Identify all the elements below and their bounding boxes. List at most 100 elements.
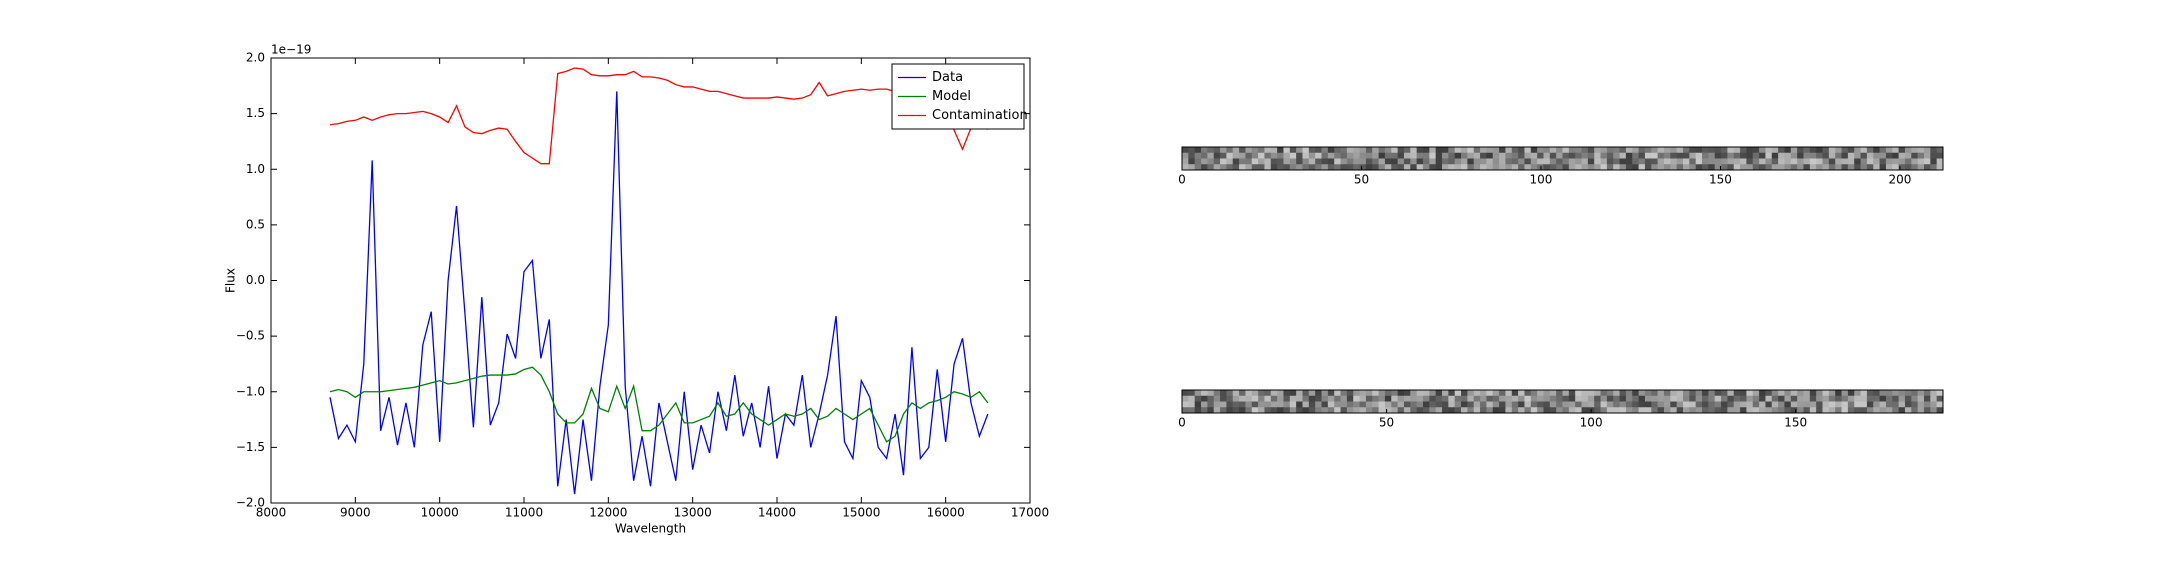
pixel	[1721, 158, 1728, 165]
pixel	[1537, 158, 1544, 165]
pixel	[1784, 152, 1792, 159]
pixel	[1194, 147, 1202, 154]
pixel	[1505, 152, 1513, 159]
pixel	[1600, 152, 1608, 159]
pixel	[1663, 158, 1671, 165]
pixel	[1188, 401, 1196, 408]
pixel	[1904, 407, 1912, 414]
pixel	[1245, 390, 1253, 397]
pixel	[1315, 147, 1323, 154]
pixel	[1904, 390, 1912, 397]
pixel	[1778, 407, 1785, 414]
pixel	[1422, 395, 1430, 402]
pixel	[1226, 407, 1234, 414]
pixel	[1201, 395, 1208, 402]
pixel	[1188, 407, 1196, 414]
pixel	[1378, 147, 1386, 154]
pixel	[1695, 395, 1703, 402]
pixel	[1340, 395, 1348, 402]
pixel	[1505, 158, 1513, 165]
pixel	[1480, 158, 1487, 165]
pixel	[1340, 401, 1348, 408]
pixel	[1575, 158, 1583, 165]
pixel	[1410, 390, 1418, 397]
pixel	[1714, 395, 1722, 402]
pixel	[1277, 158, 1284, 165]
x-tick-label: 15000	[842, 506, 880, 520]
pixel	[1549, 390, 1557, 397]
image-frame	[1181, 146, 1944, 171]
pixel	[1397, 395, 1405, 402]
pixel	[1657, 158, 1665, 165]
pixel	[1778, 390, 1785, 397]
pixel	[1911, 158, 1919, 165]
pixel	[1885, 407, 1893, 414]
pixel	[1784, 164, 1792, 171]
pixel	[1461, 390, 1468, 397]
pixel	[1721, 401, 1728, 408]
pixel	[1499, 395, 1506, 402]
pixel	[1663, 164, 1671, 171]
pixel	[1543, 152, 1551, 159]
pixel	[1619, 164, 1627, 171]
pixel	[1454, 395, 1462, 402]
pixel	[1632, 147, 1640, 154]
pixel	[1308, 401, 1316, 408]
pixel	[1207, 164, 1215, 171]
pixel	[1511, 158, 1519, 165]
pixel	[1911, 164, 1919, 171]
pixel	[1847, 390, 1855, 397]
pixel	[1461, 401, 1468, 408]
pixel	[1847, 152, 1855, 159]
pixel	[1378, 395, 1386, 402]
legend-label: Contamination	[932, 108, 1028, 123]
pixel	[1632, 164, 1640, 171]
pixel	[1251, 390, 1259, 397]
pixel	[1365, 407, 1373, 414]
pixel	[1809, 147, 1817, 154]
pixel	[1403, 158, 1411, 165]
pixel	[1923, 158, 1931, 165]
pixel	[1759, 164, 1766, 171]
pixel	[1258, 158, 1265, 165]
pixel	[1835, 152, 1843, 159]
pixel	[1315, 401, 1323, 408]
pixel	[1638, 395, 1646, 402]
pixel	[1619, 152, 1627, 159]
pixel	[1264, 401, 1272, 408]
pixel	[1733, 407, 1741, 414]
pixel	[1879, 395, 1887, 402]
pixel	[1917, 390, 1925, 397]
pixel	[1321, 152, 1329, 159]
pixel	[1936, 164, 1944, 171]
pixel	[1873, 390, 1881, 397]
pixel	[1537, 390, 1544, 397]
pixel	[1765, 152, 1773, 159]
pixel	[1365, 401, 1373, 408]
pixel	[1486, 147, 1494, 154]
pixel	[1321, 401, 1329, 408]
pixel	[1695, 407, 1703, 414]
pixel	[1296, 395, 1303, 402]
x-tick-label: 11000	[505, 506, 543, 520]
pixel	[1676, 158, 1684, 165]
pixel	[1384, 395, 1392, 402]
pixel	[1378, 401, 1386, 408]
pixel	[1270, 147, 1278, 154]
pixel	[1378, 158, 1386, 165]
pixel	[1283, 158, 1291, 165]
pixel	[1194, 401, 1202, 408]
pixel	[1397, 164, 1405, 171]
pixel	[1562, 147, 1570, 154]
pixel	[1397, 152, 1405, 159]
pixel	[1549, 401, 1557, 408]
x-tick-label: 10000	[421, 506, 459, 520]
pixel	[1283, 164, 1291, 171]
pixel	[1581, 401, 1589, 408]
pixel	[1283, 147, 1291, 154]
pixel	[1429, 164, 1437, 171]
x-tick-label: 150	[1709, 173, 1732, 187]
pixel	[1866, 407, 1874, 414]
pixel	[1841, 390, 1849, 397]
pixel	[1587, 158, 1595, 165]
